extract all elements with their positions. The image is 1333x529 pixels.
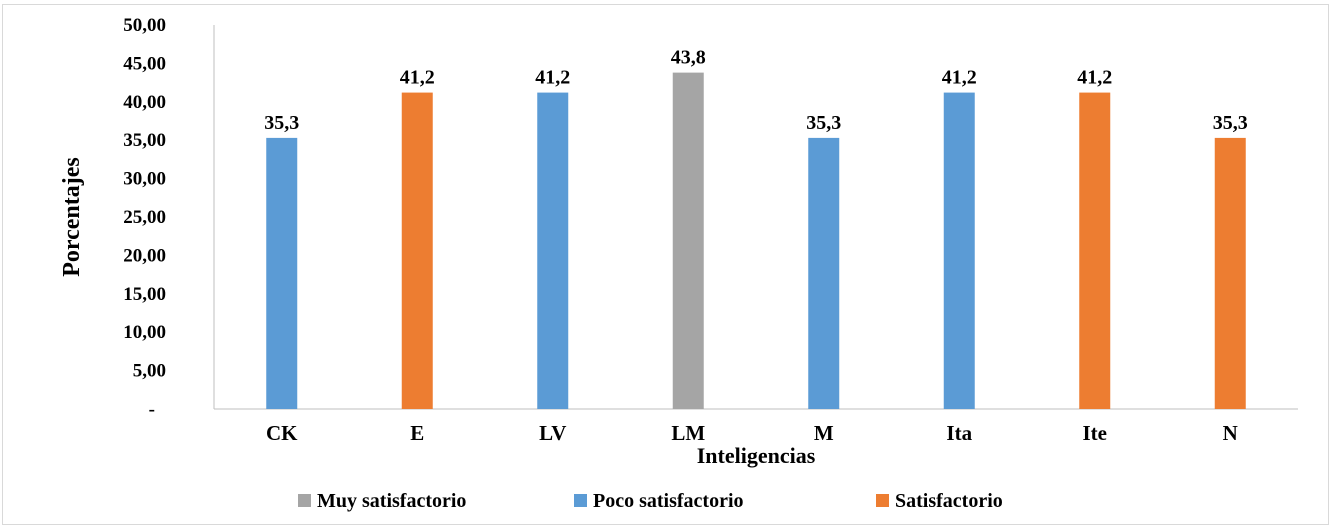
y-tick-label: 5,00 — [133, 361, 166, 382]
y-tick-label: 10,00 — [123, 322, 166, 343]
y-tick-label: 30,00 — [123, 169, 166, 190]
x-category-label: E — [410, 421, 424, 445]
bar — [266, 138, 297, 409]
y-axis-title: Porcentajes — [59, 157, 85, 277]
y-tick-label: 40,00 — [123, 92, 166, 113]
x-axis-title: Inteligencias — [697, 443, 816, 468]
legend-swatch — [876, 494, 889, 507]
legend-label: Poco satisfactorio — [593, 490, 744, 512]
legend-swatch — [574, 494, 587, 507]
legend-label: Satisfactorio — [895, 490, 1003, 512]
data-label: 35,3 — [1213, 112, 1248, 134]
data-label: 41,2 — [942, 67, 977, 89]
y-tick-label: 45,00 — [123, 53, 166, 74]
y-tick-label: 20,00 — [123, 245, 166, 266]
bar — [944, 93, 975, 409]
x-category-label: N — [1223, 421, 1238, 445]
x-category-label: M — [814, 421, 834, 445]
bar — [673, 73, 704, 409]
legend-swatch — [298, 494, 311, 507]
data-label: 41,2 — [400, 67, 435, 89]
y-tick-label: 15,00 — [123, 284, 166, 305]
x-category-label: Ite — [1083, 421, 1108, 445]
x-category-label: LV — [539, 421, 566, 445]
x-category-label: LM — [671, 421, 705, 445]
data-label: 41,2 — [535, 67, 570, 89]
y-tick-label: 35,00 — [123, 130, 166, 151]
data-label: 41,2 — [1077, 67, 1112, 89]
bar — [402, 93, 433, 409]
bar — [537, 93, 568, 409]
data-label: 35,3 — [264, 112, 299, 134]
y-tick-label: 25,00 — [123, 207, 166, 228]
y-tick-label: - — [149, 399, 155, 420]
data-label: 43,8 — [671, 47, 706, 69]
bar — [808, 138, 839, 409]
x-category-label: CK — [266, 421, 298, 445]
y-tick-label: 50,00 — [123, 15, 166, 36]
data-label: 35,3 — [806, 112, 841, 134]
legend-label: Muy satisfactorio — [317, 490, 466, 512]
bar — [1079, 93, 1110, 409]
bar — [1215, 138, 1246, 409]
x-category-label: Ita — [946, 421, 972, 445]
